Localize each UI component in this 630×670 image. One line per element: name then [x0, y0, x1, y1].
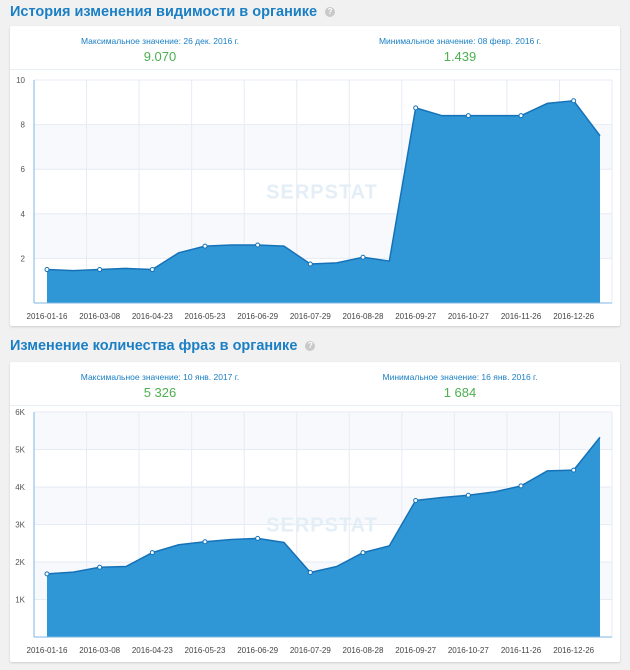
y-tick-label: 4K — [15, 483, 25, 492]
y-tick-label: 6 — [21, 165, 26, 174]
data-point — [44, 571, 50, 577]
x-tick-label: 2016-03-08 — [79, 312, 120, 321]
x-tick-label: 2016-11-26 — [501, 312, 542, 321]
area-fill — [47, 437, 600, 637]
x-tick-label: 2016-07-29 — [290, 312, 331, 321]
series-line — [46, 99, 601, 272]
data-point — [518, 483, 524, 489]
data-point — [518, 113, 524, 119]
data-point — [307, 570, 313, 575]
series-line — [46, 436, 601, 575]
stats-bar: Максимальное значение: 26 дек. 2016 г. 9… — [10, 26, 620, 70]
x-tick-label: 2016-04-23 — [132, 646, 173, 655]
phrases-section-title: Изменение количества фраз в органике ? — [10, 338, 316, 354]
x-tick-label: 2016-03-08 — [79, 646, 120, 655]
visibility-area-chart: 2 4 6 8 10 SERPSTAT 2016-01-16 2016-03-08 2016-0… — [16, 76, 613, 321]
data-point — [360, 550, 366, 556]
x-tick-label: 2016-05-23 — [185, 312, 226, 321]
data-point — [255, 242, 261, 248]
min-value: 1 684 — [443, 385, 477, 400]
x-tick-label: 2016-09-27 — [395, 646, 436, 655]
x-tick-label: 2016-09-27 — [395, 312, 436, 321]
x-tick-label: 2016-06-29 — [237, 312, 278, 321]
serpstat-watermark: SERPSTAT — [266, 182, 378, 204]
data-point — [44, 267, 50, 273]
visibility-section-title: История изменения видимости в органике ? — [10, 4, 336, 20]
section-title-text: История изменения видимости в органике — [10, 4, 318, 20]
x-tick-label: 2016-08-28 — [343, 312, 384, 321]
max-value: 9.070 — [143, 49, 177, 64]
x-tick-label: 2016-06-29 — [237, 646, 278, 655]
y-tick-label: 6K — [15, 408, 25, 417]
min-value: 1.439 — [443, 49, 477, 64]
phrases-area-chart: 1K 2K 3K 4K 5K 6K SERPSTAT 2016-01-16 2016-03-08… — [15, 408, 613, 655]
max-label: Максимальное значение: 10 янв. 2017 г. — [80, 372, 240, 382]
area-fill — [47, 100, 600, 303]
data-point — [571, 467, 577, 473]
y-tick-label: 1K — [15, 596, 25, 605]
data-point — [465, 492, 471, 498]
x-tick-label: 2016-07-29 — [290, 646, 331, 655]
phrases-chart-card: Максимальное значение: 10 янв. 2017 г. 5… — [10, 362, 620, 662]
stats-bar: Максимальное значение: 10 янв. 2017 г. 5… — [10, 362, 620, 406]
data-point — [202, 539, 208, 545]
x-tick-label: 2016-05-23 — [185, 646, 226, 655]
y-tick-label: 8 — [21, 121, 26, 130]
serpstat-watermark: SERPSTAT — [266, 515, 378, 537]
data-point — [307, 261, 313, 267]
data-point — [360, 254, 366, 260]
max-stat: Максимальное значение: 10 янв. 2017 г. 5… — [10, 372, 310, 400]
data-point — [255, 535, 261, 541]
data-point — [149, 550, 155, 556]
data-point — [413, 498, 419, 503]
y-tick-label: 2K — [15, 558, 25, 567]
max-value: 5 326 — [143, 385, 177, 400]
x-tick-label: 2016-08-28 — [343, 646, 384, 655]
grid-band — [34, 412, 612, 450]
x-tick-label: 2016-12-26 — [553, 646, 594, 655]
y-tick-label: 3K — [15, 521, 25, 530]
visibility-chart-card: Максимальное значение: 26 дек. 2016 г. 9… — [10, 26, 620, 326]
x-tick-label: 2016-04-23 — [132, 312, 173, 321]
y-tick-label: 2 — [21, 254, 26, 263]
y-tick-label: 5K — [15, 446, 25, 455]
help-icon[interactable]: ? — [325, 7, 336, 17]
data-point — [149, 267, 155, 273]
data-point — [413, 105, 419, 111]
data-point — [97, 267, 103, 273]
min-stat: Минимальное значение: 16 янв. 2016 г. 1 … — [310, 372, 610, 400]
max-label: Максимальное значение: 26 дек. 2016 г. — [80, 36, 239, 46]
min-label: Минимальное значение: 08 февр. 2016 г. — [378, 36, 542, 46]
x-tick-label: 2016-10-27 — [448, 646, 489, 655]
min-label: Минимальное значение: 16 янв. 2016 г. — [382, 372, 538, 382]
x-tick-label: 2016-10-27 — [448, 312, 489, 321]
y-tick-label: 10 — [16, 76, 25, 85]
min-stat: Минимальное значение: 08 февр. 2016 г. 1… — [310, 36, 610, 64]
x-tick-label: 2016-01-16 — [27, 646, 68, 655]
max-stat: Максимальное значение: 26 дек. 2016 г. 9… — [10, 36, 310, 64]
data-point — [202, 243, 208, 249]
data-point — [97, 564, 103, 570]
section-title-text: Изменение количества фраз в органике — [10, 338, 298, 354]
x-tick-label: 2016-01-16 — [27, 312, 68, 321]
help-icon[interactable]: ? — [305, 341, 316, 351]
y-tick-label: 4 — [21, 210, 26, 219]
x-tick-label: 2016-11-26 — [501, 646, 542, 655]
x-tick-label: 2016-12-26 — [553, 312, 594, 321]
data-point — [465, 113, 471, 119]
data-point — [571, 98, 577, 104]
